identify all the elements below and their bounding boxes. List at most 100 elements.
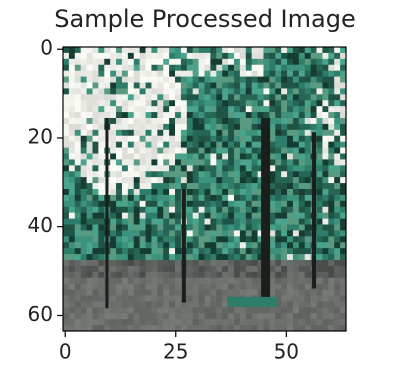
image-pixel (163, 106, 169, 112)
image-pixel (140, 230, 146, 236)
image-pixel (199, 118, 205, 124)
image-pixel (128, 266, 134, 272)
image-pixel (328, 266, 334, 272)
image-pixel (305, 207, 311, 213)
image-pixel (281, 201, 287, 207)
image-pixel (75, 201, 81, 207)
image-pixel (281, 230, 287, 236)
image-pixel (140, 207, 146, 213)
image-pixel (281, 100, 287, 106)
image-pixel (311, 106, 317, 112)
image-pixel (275, 183, 281, 189)
image-pixel (293, 65, 299, 71)
image-pixel (334, 148, 340, 154)
image-pixel (63, 106, 69, 112)
image-pixel (98, 248, 104, 254)
image-pixel (63, 118, 69, 124)
image-pixel (181, 177, 187, 183)
image-pixel (205, 106, 211, 112)
image-pixel (157, 201, 163, 207)
image-pixel (287, 94, 293, 100)
image-pixel (216, 248, 222, 254)
image-pixel (193, 207, 199, 213)
image-pixel (98, 236, 104, 242)
image-pixel (199, 248, 205, 254)
image-pixel (169, 171, 175, 177)
image-pixel (98, 290, 104, 296)
image-pixel (234, 159, 240, 165)
image-pixel (216, 260, 222, 266)
image-pixel (305, 159, 311, 165)
image-pixel (287, 159, 293, 165)
image-pixel (246, 130, 252, 136)
image-pixel (216, 278, 222, 284)
image-pixel (311, 94, 317, 100)
image-pixel (175, 290, 181, 296)
image-pixel (205, 142, 211, 148)
image-pixel (92, 266, 98, 272)
image-pixel (252, 183, 258, 189)
image-pixel (146, 319, 152, 325)
image-pixel (269, 165, 275, 171)
image-pixel (81, 53, 87, 59)
image-pixel (328, 296, 334, 302)
image-pixel (163, 100, 169, 106)
image-pixel (122, 106, 128, 112)
image-pixel (157, 65, 163, 71)
image-pixel (199, 142, 205, 148)
image-pixel (98, 201, 104, 207)
image-pixel (269, 307, 275, 313)
image-pixel (92, 159, 98, 165)
image-pixel (87, 236, 93, 242)
image-pixel (293, 124, 299, 130)
image-pixel (240, 71, 246, 77)
image-pixel (75, 53, 81, 59)
image-pixel (134, 112, 140, 118)
image-pixel (175, 195, 181, 201)
image-pixel (234, 236, 240, 242)
image-pixel (240, 319, 246, 325)
image-pixel (116, 284, 122, 290)
image-pixel (104, 307, 110, 313)
image-pixel (228, 171, 234, 177)
image-pixel (140, 177, 146, 183)
image-pixel (122, 313, 128, 319)
image-pixel (228, 177, 234, 183)
image (63, 47, 346, 331)
image-pixel (287, 100, 293, 106)
image-pixel (146, 307, 152, 313)
image-pixel (240, 189, 246, 195)
image-pixel (87, 124, 93, 130)
image-pixel (334, 254, 340, 260)
image-pixel (110, 112, 116, 118)
image-pixel (222, 124, 228, 130)
image-pixel (263, 319, 269, 325)
image-pixel (175, 301, 181, 307)
image-pixel (293, 319, 299, 325)
image-pixel (193, 88, 199, 94)
image-pixel (305, 307, 311, 313)
image-pixel (134, 88, 140, 94)
image-pixel (246, 136, 252, 142)
image-pixel (269, 171, 275, 177)
image-pixel (228, 59, 234, 65)
image-pixel (116, 201, 122, 207)
image-pixel (293, 195, 299, 201)
image-pixel (228, 207, 234, 213)
image-pixel (92, 130, 98, 136)
image-pixel (175, 77, 181, 83)
image-pixel (140, 272, 146, 278)
image-pixel (75, 290, 81, 296)
image-pixel (258, 77, 264, 83)
image-pixel (193, 59, 199, 65)
image-pixel (210, 201, 216, 207)
image-pixel (151, 260, 157, 266)
image-pixel (87, 112, 93, 118)
image-pixel (269, 189, 275, 195)
image-pixel (157, 272, 163, 278)
image-pixel (275, 278, 281, 284)
image-pixel (92, 53, 98, 59)
image-pixel (287, 207, 293, 213)
image-pixel (128, 130, 134, 136)
image-pixel (122, 284, 128, 290)
